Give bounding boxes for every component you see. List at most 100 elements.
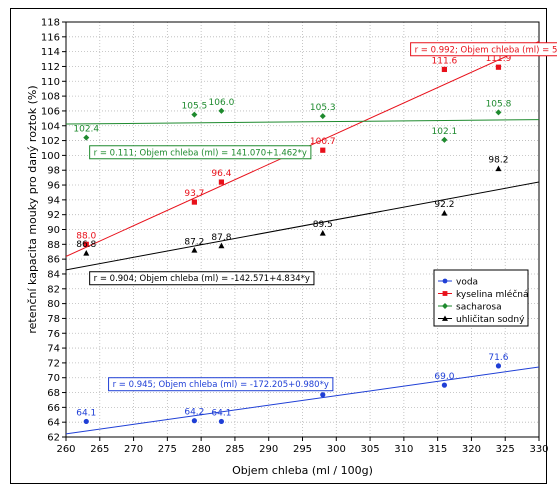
data-label: 89.5 <box>313 220 333 230</box>
y-tick-label: 82 <box>47 284 60 295</box>
legend-entry: uhličitan sodný <box>456 314 525 325</box>
fit-line-sacharosa <box>66 119 539 125</box>
data-label: 64.2 <box>184 408 204 418</box>
x-tick-label: 285 <box>225 444 244 455</box>
data-point <box>441 66 447 73</box>
x-tick-label: 270 <box>124 444 143 455</box>
y-tick-label: 78 <box>47 314 60 325</box>
data-point <box>320 147 326 153</box>
x-tick-label: 260 <box>56 444 75 455</box>
data-point <box>191 199 197 205</box>
data-label: 102.4 <box>73 125 99 135</box>
data-label: 111.9 <box>486 54 512 64</box>
y-tick-label: 100 <box>41 151 60 162</box>
x-tick-label: 305 <box>361 444 380 455</box>
fit-equation: r = 0.945; Objem chleba (ml) = -172.205+… <box>113 380 329 390</box>
y-tick-label: 68 <box>47 388 60 399</box>
data-label: 92.2 <box>434 200 454 210</box>
y-tick-label: 80 <box>47 299 60 310</box>
data-point <box>218 418 225 425</box>
x-tick-label: 325 <box>496 444 515 455</box>
data-point <box>83 418 89 425</box>
x-tick-label: 275 <box>158 444 177 455</box>
data-point <box>495 363 502 369</box>
x-tick-label: 315 <box>428 444 447 455</box>
y-tick-label: 72 <box>47 358 60 369</box>
fit-line-voda <box>66 366 539 435</box>
x-tick-label: 330 <box>529 444 548 455</box>
data-point <box>191 111 198 118</box>
data-point <box>319 230 326 236</box>
data-label: 71.6 <box>488 353 508 363</box>
fit-equation: r = 0.904; Objem chleba (ml) = -142.571+… <box>94 274 310 284</box>
legend-entry: sacharosa <box>456 303 502 313</box>
y-tick-label: 110 <box>41 77 60 88</box>
legend-marker <box>442 278 448 284</box>
y-tick-label: 114 <box>41 47 60 58</box>
y-tick-label: 90 <box>47 225 60 236</box>
data-point <box>441 209 448 216</box>
data-label: 93.7 <box>184 189 204 199</box>
x-tick-label: 290 <box>259 444 278 455</box>
data-point <box>495 64 502 70</box>
data-point <box>218 179 225 185</box>
data-label: 98.2 <box>488 156 508 166</box>
fit-equation: r = 0.111; Objem chleba (ml) = 141.070+1… <box>94 148 307 158</box>
data-point <box>83 134 90 141</box>
y-tick-label: 66 <box>47 403 60 414</box>
data-point <box>495 165 502 172</box>
data-point <box>495 109 502 116</box>
y-tick-label: 88 <box>47 240 60 251</box>
y-tick-label: 116 <box>41 32 60 43</box>
y-tick-label: 96 <box>47 181 60 192</box>
data-label: 64.1 <box>76 408 96 418</box>
fit-equation-box <box>89 145 312 160</box>
y-tick-label: 112 <box>41 62 60 73</box>
y-tick-label: 102 <box>41 136 60 147</box>
data-label: 100.7 <box>310 137 336 147</box>
fit-line-uhličitan sodný <box>66 181 539 271</box>
x-tick-label: 310 <box>394 444 413 455</box>
data-label: 88.0 <box>76 231 96 241</box>
data-point <box>441 382 447 388</box>
y-tick-label: 84 <box>47 269 60 280</box>
fit-equation-box <box>410 42 557 57</box>
data-label: 111.6 <box>432 56 458 66</box>
legend-entry: kyselina mléčná <box>456 289 529 300</box>
data-label: 69.0 <box>434 372 454 382</box>
x-tick-label: 300 <box>327 444 346 455</box>
y-tick-label: 106 <box>41 106 60 117</box>
y-tick-label: 92 <box>47 210 60 221</box>
legend-marker <box>442 303 448 309</box>
y-tick-label: 118 <box>41 18 60 29</box>
y-tick-label: 94 <box>47 195 60 206</box>
legend-entry: voda <box>456 278 478 288</box>
data-point <box>218 107 225 114</box>
x-tick-label: 295 <box>293 444 312 455</box>
y-tick-label: 98 <box>47 166 60 177</box>
data-point <box>319 113 326 120</box>
data-label: 102.1 <box>432 127 458 137</box>
x-axis-title: Objem chleba (ml / 100g) <box>232 464 373 477</box>
legend-marker <box>442 315 448 321</box>
data-label: 105.5 <box>182 102 208 112</box>
data-point <box>441 136 448 143</box>
data-label: 87.8 <box>211 233 231 243</box>
data-point <box>320 392 326 398</box>
data-label: 64.1 <box>211 408 231 418</box>
data-point <box>191 418 197 424</box>
data-label: 87.2 <box>184 237 204 247</box>
data-point <box>83 241 89 247</box>
y-tick-label: 62 <box>47 433 60 444</box>
data-label: 106.0 <box>209 98 235 108</box>
data-label: 105.3 <box>310 103 336 113</box>
data-label: 105.8 <box>486 99 512 109</box>
fit-equation: r = 0.992; Objem chleba (ml) = 55.536+2.… <box>415 45 557 55</box>
y-tick-label: 70 <box>47 373 60 384</box>
legend-marker <box>442 291 448 296</box>
y-tick-label: 64 <box>47 418 60 429</box>
data-point <box>83 250 90 256</box>
y-tick-label: 104 <box>41 121 60 132</box>
y-axis-title: retenční kapacita mouky pro daný roztok … <box>26 85 39 333</box>
